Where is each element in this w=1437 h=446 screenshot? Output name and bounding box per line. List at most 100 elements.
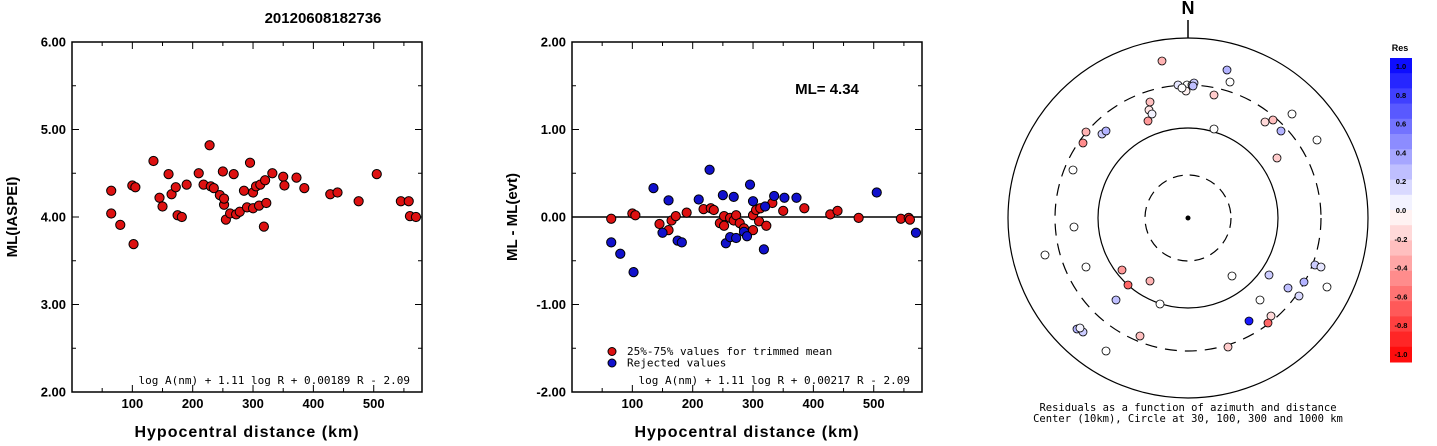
station-point (1117, 265, 1127, 275)
y-tick-label: 1.00 (541, 122, 566, 137)
y-tick-label: -1.00 (536, 297, 566, 312)
x-axis-label: Hypocentral distance (km) (634, 424, 859, 441)
station-point (1111, 295, 1121, 305)
data-point (871, 187, 882, 198)
data-point (654, 218, 665, 230)
x-tick-label: 400 (303, 396, 325, 411)
y-axis-label: ML - ML(evt) (504, 173, 521, 261)
station-point (1222, 65, 1232, 75)
circle-30km (1144, 174, 1232, 262)
legend-entry: Rejected values (627, 357, 726, 370)
y-axis-label: ML(IASPEI) (4, 177, 21, 258)
station-point (1078, 138, 1088, 148)
station-point (1227, 271, 1237, 281)
data-point (741, 231, 753, 242)
station-point (1147, 109, 1157, 119)
station-point (1069, 222, 1079, 232)
data-point (204, 140, 215, 151)
data-point (244, 157, 256, 168)
colorbar-cell (1390, 270, 1412, 287)
colorbar-cell (1390, 255, 1412, 272)
data-point (353, 196, 364, 207)
legend-marker (607, 347, 617, 356)
colorbar-tick-label: -0.2 (1395, 235, 1408, 244)
colorbar-cell (1390, 286, 1412, 302)
colorbar-tick-label: -0.8 (1395, 321, 1408, 330)
y-tick-label: 2.00 (41, 385, 66, 400)
north-label: N (1182, 0, 1195, 18)
station-point (1068, 165, 1078, 175)
data-point (181, 179, 192, 190)
data-point (728, 191, 739, 202)
colorbar-tick-label: 0.8 (1396, 91, 1406, 100)
station-point (1188, 81, 1198, 91)
data-point (681, 207, 692, 218)
x-axis-label: Hypocentral distance (km) (134, 424, 359, 441)
formula-annotation: log A(nm) + 1.11 log R + 0.00217 R - 2.0… (638, 374, 910, 387)
colorbar-cell (1390, 164, 1412, 181)
station-point (1209, 90, 1219, 100)
colorbar-tick-label: 0.6 (1396, 120, 1406, 129)
data-point (791, 192, 802, 203)
colorbar-tick-label: 0.0 (1396, 206, 1406, 215)
polar-caption-line1: Residuals as a function of azimuth and d… (1039, 402, 1336, 414)
data-point (193, 168, 204, 179)
data-point (731, 232, 742, 244)
data-point (693, 194, 704, 205)
legend-marker (607, 358, 617, 368)
station-point (1312, 135, 1322, 145)
residual-colorbar: Res 1.0 0.8 0.6 0.4 0.2 0.0 -0.2 -0.4 -0.6 -0.8 -1… (1390, 43, 1412, 363)
station-point (1287, 109, 1297, 119)
station-point (1143, 116, 1153, 126)
station-point (1081, 127, 1091, 137)
station-point (1268, 115, 1278, 125)
data-point (163, 169, 174, 180)
data-point (717, 190, 728, 201)
data-point (760, 201, 771, 212)
colorbar-cell (1390, 58, 1412, 74)
azimuth-residual-plot: N Residuals as a function of azimuth and… (1007, 0, 1369, 425)
y-tick-label: 2.00 (541, 35, 566, 50)
colorbar-cell (1390, 149, 1412, 165)
data-point (238, 185, 250, 196)
colorbar-cell (1390, 194, 1412, 211)
colorbar-cell (1390, 346, 1412, 363)
data-point (130, 182, 141, 193)
data-point (148, 155, 159, 167)
data-point (170, 182, 181, 193)
data-point (676, 237, 687, 248)
station-point (1260, 117, 1270, 127)
data-point (910, 227, 922, 238)
station-point (1157, 56, 1167, 66)
station-point (1135, 331, 1145, 341)
data-point (128, 239, 139, 250)
x-tick-label: 500 (363, 396, 385, 411)
data-point (606, 213, 617, 224)
station-point (1272, 153, 1282, 163)
colorbar-cell (1390, 118, 1412, 135)
data-point (615, 248, 626, 259)
colorbar-cell (1390, 134, 1412, 150)
station-point (1322, 282, 1332, 292)
data-point (154, 192, 165, 203)
data-point (648, 183, 659, 194)
station-point (1123, 280, 1133, 290)
station-point (1075, 323, 1085, 333)
x-tick-label: 300 (742, 396, 764, 411)
data-point (258, 221, 269, 232)
colorbar-cell (1390, 179, 1412, 196)
colorbar-tick-label: -0.6 (1395, 292, 1408, 301)
data-point (761, 220, 772, 231)
data-point (758, 244, 769, 255)
data-point (291, 172, 302, 183)
colorbar-tick-label: 0.4 (1396, 148, 1407, 157)
data-point (176, 211, 187, 223)
formula-annotation: log A(nm) + 1.11 log R + 0.00189 R - 2.0… (138, 374, 410, 387)
polar-caption-line2: Center (10km), Circle at 30, 100, 300 an… (1033, 413, 1343, 425)
data-point (657, 227, 668, 238)
station-point (1225, 77, 1235, 87)
data-point (410, 211, 422, 223)
ml-value-label: ML= 4.34 (795, 81, 859, 98)
station-point (1040, 250, 1050, 260)
